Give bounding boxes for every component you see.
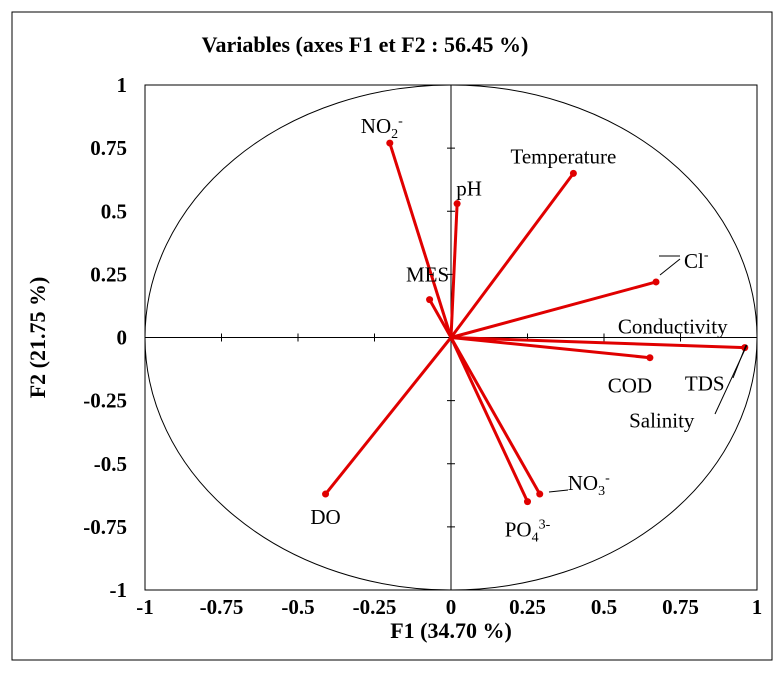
x-tick-label: -0.75 <box>200 595 244 619</box>
vector-point <box>426 296 434 304</box>
x-tick-label: 0.25 <box>509 595 546 619</box>
x-tick-label: 1 <box>752 595 763 619</box>
variable-label-no3: NO3- <box>568 471 610 499</box>
label-leader-line <box>548 489 569 493</box>
x-tick-label: 0.75 <box>662 595 699 619</box>
variable-label-cod: COD <box>608 374 652 398</box>
x-tick-label: 0 <box>446 595 457 619</box>
variable-label-po4: PO43- <box>505 518 551 546</box>
vector-line <box>450 280 657 339</box>
vector-point <box>652 278 660 286</box>
y-tick-labels: 1 0.75 0.5 0.25 0 -0.25 -0.5 -0.75 -1 <box>83 73 127 602</box>
variable-label-conductivity: Conductivity <box>618 315 728 339</box>
vector-line <box>449 203 459 338</box>
y-tick-label: 0 <box>117 326 128 350</box>
vector-line <box>449 336 542 495</box>
label-leader-line <box>659 258 681 276</box>
vector-line <box>450 336 651 360</box>
variable-label-cl: Cl- <box>684 248 709 273</box>
vector-line <box>450 336 745 350</box>
y-tick-label: 1 <box>117 73 128 97</box>
variable-label-do: DO <box>310 505 340 529</box>
vector-line <box>388 142 453 338</box>
y-tick-label: 0.75 <box>90 136 127 160</box>
y-tick-label: -1 <box>110 578 128 602</box>
chart-frame <box>11 11 773 661</box>
variable-label-salinity: Salinity <box>629 409 695 433</box>
label-leader-line <box>714 344 748 415</box>
vector-point <box>569 169 577 177</box>
vector-line <box>449 336 529 503</box>
variable-label-no2: NO2- <box>361 114 403 142</box>
vector-point <box>386 139 394 147</box>
vector-point <box>453 200 461 208</box>
variable-labels: NO2- pH Temperature Cl- MES Conductivity TDS Sa… <box>310 114 748 546</box>
vector-line <box>449 172 575 339</box>
chart-title: Variables (axes F1 et F2 : 56.45 %) <box>202 32 529 57</box>
vector-point <box>524 498 531 506</box>
vector-line <box>324 336 453 495</box>
x-tick-labels: -1 -0.75 -0.5 -0.25 0 0.25 0.5 0.75 1 <box>136 595 762 619</box>
x-tick-label: -1 <box>136 595 154 619</box>
y-tick-label: -0.5 <box>94 452 127 476</box>
variable-label-mes: MES <box>406 263 449 287</box>
vector-point <box>536 490 544 498</box>
y-tick-label: -0.75 <box>83 515 127 539</box>
y-tick-label: 0.5 <box>101 199 127 223</box>
variable-vectors <box>322 139 749 506</box>
x-tick-label: -0.5 <box>281 595 314 619</box>
x-tick-label: 0.5 <box>591 595 617 619</box>
y-tick-label: 0.25 <box>90 262 127 286</box>
vector-point <box>322 490 330 498</box>
variable-label-temperature: Temperature <box>510 144 616 168</box>
vector-line <box>428 298 453 339</box>
y-axis-label: F2 (21.75 %) <box>25 277 50 399</box>
vector-point <box>646 354 654 362</box>
x-axis-label: F1 (34.70 %) <box>390 618 512 643</box>
variable-label-ph: pH <box>456 177 482 201</box>
y-tick-label: -0.25 <box>83 389 127 413</box>
variable-label-tds: TDS <box>685 372 725 396</box>
x-tick-label: -0.25 <box>353 595 397 619</box>
